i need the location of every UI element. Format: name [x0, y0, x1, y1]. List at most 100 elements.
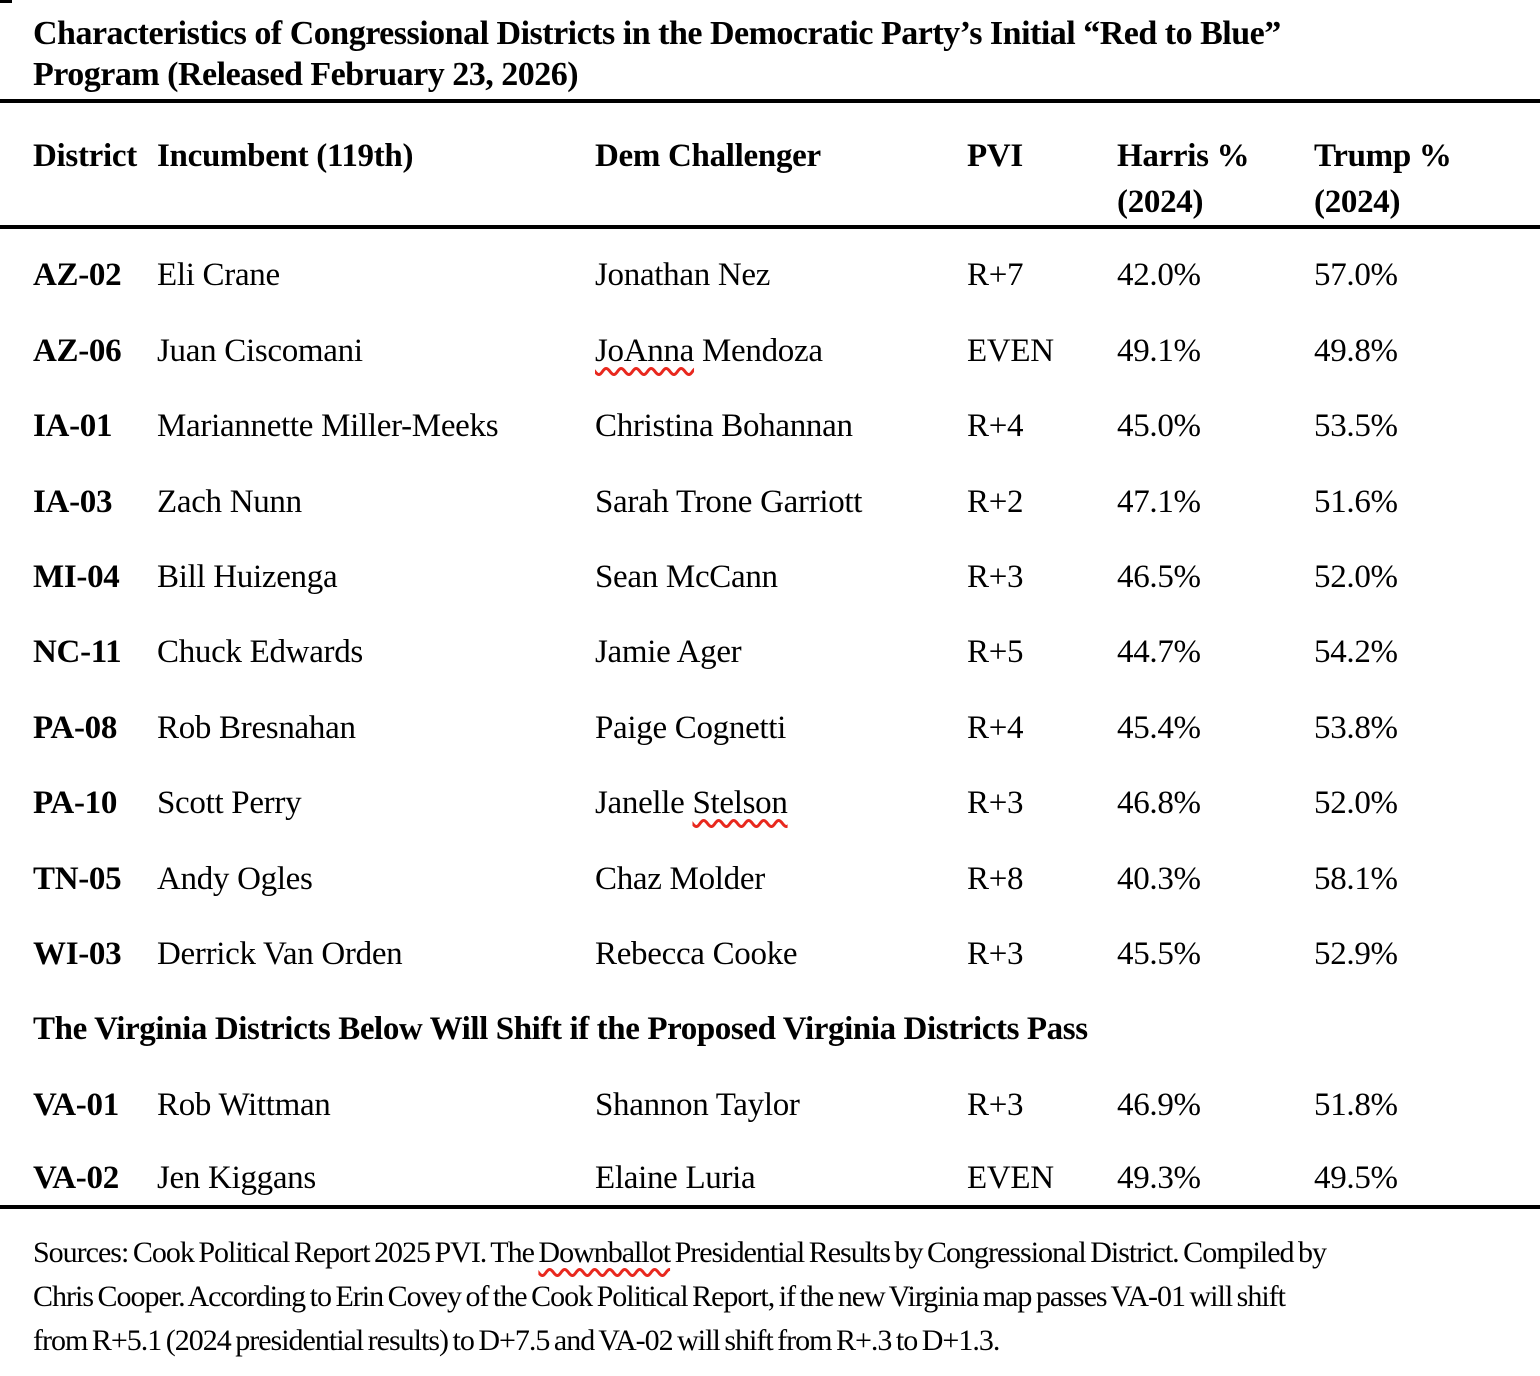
column-header-label: Trump % — [1314, 138, 1452, 174]
cell-district: VA-02 — [0, 1131, 157, 1210]
column-header-challenger: Dem Challenger — [595, 103, 967, 229]
cell-trump: 52.0% — [1314, 785, 1398, 822]
cell-harris: 44.7% — [1117, 634, 1201, 671]
cell-pvi: R+4 — [967, 408, 1024, 445]
header-row: District Incumbent (119th) Dem Challenge… — [0, 103, 1540, 229]
page-title-line-1: Characteristics of Congressional Distric… — [33, 15, 1281, 52]
cell-pvi: R+3 — [967, 785, 1024, 822]
text-segment: Rebecca Cooke — [595, 935, 798, 972]
cell-challenger: Chaz Molder — [595, 830, 967, 905]
cell-harris: 46.8% — [1117, 785, 1201, 822]
column-header-district: District — [0, 103, 157, 229]
cell-harris: 47.1% — [1117, 483, 1201, 520]
text-segment: Sarah Trone Garriott — [595, 483, 863, 520]
text-segment: Presidential Results by Congressional Di… — [670, 1236, 1327, 1270]
cell-incumbent: Andy Ogles — [157, 860, 313, 897]
cell-trump: 54.2% — [1314, 634, 1398, 671]
cell-harris: 49.3% — [1117, 1131, 1314, 1210]
district-row-az-06: AZ-06 Juan Ciscomani JoAnna Mendoza EVEN 49.… — [0, 302, 1540, 377]
cell-trump: 58.1% — [1314, 860, 1398, 897]
cell-challenger: Shannon Taylor — [595, 1056, 967, 1131]
cell-incumbent: Eli Crane — [157, 257, 280, 294]
cell-incumbent: Mariannette Miller-Meeks — [157, 408, 499, 445]
district-row-va-01: VA-01 Rob Wittman Shannon Taylor R+3 46.9% 51… — [0, 1056, 1540, 1131]
cell-incumbent: Rob Wittman — [157, 1086, 331, 1123]
cell-trump: 52.0% — [1314, 559, 1398, 595]
cell-district: MI-04 — [33, 559, 120, 595]
text-segment: Sources: Cook Political Report 2025 PVI.… — [33, 1236, 539, 1270]
source-note-line: Sources: Cook Political Report 2025 PVI.… — [33, 1231, 1510, 1275]
column-header-pvi: PVI — [967, 103, 1117, 229]
cell-district: PA-10 — [33, 785, 118, 822]
cell-incumbent: Jen Kiggans — [157, 1131, 595, 1210]
cell-incumbent: Juan Ciscomani — [157, 332, 363, 369]
text-segment: Jamie Ager — [595, 634, 742, 671]
cell-incumbent: Scott Perry — [157, 785, 302, 822]
cell-harris: 45.4% — [1117, 709, 1201, 746]
cell-district: AZ-06 — [33, 332, 122, 369]
cell-trump: 49.5% — [1314, 1131, 1540, 1210]
cell-district: AZ-02 — [33, 257, 122, 294]
source-note-line: from R+5.1 (2024 presidential results) t… — [33, 1319, 1510, 1363]
text-segment: Jonathan Nez — [595, 257, 771, 294]
column-header-label: Dem Challenger — [595, 138, 821, 174]
virginia-section-header-row: The Virginia Districts Below Will Shift … — [0, 981, 1540, 1056]
column-header-sublabel: (2024) — [1117, 184, 1204, 220]
cell-harris: 40.3% — [1117, 860, 1201, 897]
cell-harris: 49.1% — [1117, 332, 1201, 369]
text-segment: from R+5.1 (2024 presidential results) t… — [33, 1324, 1000, 1358]
column-header-label: District — [33, 138, 137, 174]
cell-pvi: R+3 — [967, 935, 1024, 972]
cell-pvi: EVEN — [967, 1131, 1117, 1210]
cell-challenger: Elaine Luria — [595, 1131, 967, 1210]
cell-trump: 51.8% — [1314, 1086, 1398, 1123]
page-title-line-2: Program (Released February 23, 2026) — [33, 56, 579, 93]
cell-challenger: Christina Bohannan — [595, 378, 967, 453]
district-row-va-02: VA-02 Jen Kiggans Elaine Luria EVEN 49.3% 49.… — [0, 1131, 1540, 1210]
column-header-harris: Harris % (2024) — [1117, 103, 1314, 229]
column-header-label: Harris % — [1117, 138, 1250, 174]
cell-challenger: Jonathan Nez — [595, 227, 967, 302]
cell-harris: 45.0% — [1117, 408, 1201, 445]
column-header-sublabel: (2024) — [1314, 184, 1401, 220]
virginia-section-header: The Virginia Districts Below Will Shift … — [33, 1011, 1088, 1048]
cell-trump: 51.6% — [1314, 483, 1398, 520]
cell-harris: 46.9% — [1117, 1086, 1201, 1123]
cell-challenger: Jamie Ager — [595, 604, 967, 679]
cell-harris: 45.5% — [1117, 935, 1201, 972]
text-segment: Mendoza — [694, 332, 823, 369]
text-segment: Elaine Luria — [595, 1160, 756, 1197]
district-row-mi-04: MI-04 Bill Huizenga Sean McCann R+3 46.5% 52.… — [0, 529, 1540, 604]
text-segment: Chris Cooper. According to Erin Covey of… — [33, 1280, 1286, 1314]
cell-trump: 53.8% — [1314, 709, 1398, 746]
text-segment: Chaz Molder — [595, 860, 765, 897]
cell-incumbent: Zach Nunn — [157, 483, 302, 520]
cell-trump: 52.9% — [1314, 935, 1398, 972]
text-segment: Janelle — [595, 785, 693, 822]
column-header-trump: Trump % (2024) — [1314, 103, 1540, 229]
cell-district: NC-11 — [33, 634, 122, 671]
column-header-label: Incumbent (119th) — [157, 138, 414, 174]
table-header: District Incumbent (119th) Dem Challenge… — [0, 103, 1540, 229]
district-table-body: AZ-02 Eli Crane Jonathan Nez R+7 42.0% 57.0% A… — [0, 227, 1540, 1210]
cell-pvi: EVEN — [967, 332, 1054, 369]
cell-challenger: Janelle Stelson — [595, 755, 967, 830]
cell-harris: 46.5% — [1117, 559, 1201, 595]
cell-pvi: R+3 — [967, 559, 1024, 595]
cell-district: VA-01 — [33, 1086, 119, 1123]
cell-pvi: R+7 — [967, 257, 1024, 294]
cell-incumbent: Rob Bresnahan — [157, 709, 356, 746]
column-header-label: PVI — [967, 138, 1023, 174]
spellcheck-flagged-word: JoAnna — [595, 332, 695, 369]
text-segment: Sean McCann — [595, 559, 778, 595]
cell-district: WI-03 — [33, 935, 122, 972]
spellcheck-flagged-word: Downballot — [538, 1236, 671, 1270]
cell-incumbent: Bill Huizenga — [157, 559, 338, 595]
cell-challenger: Sean McCann — [595, 529, 967, 604]
cell-district: IA-01 — [33, 408, 113, 445]
column-header-incumbent: Incumbent (119th) — [157, 103, 595, 229]
district-row-pa-10: PA-10 Scott Perry Janelle Stelson R+3 46.8% 5… — [0, 755, 1540, 830]
district-row-pa-08: PA-08 Rob Bresnahan Paige Cognetti R+4 45.4%… — [0, 679, 1540, 754]
cell-harris: 42.0% — [1117, 257, 1201, 294]
